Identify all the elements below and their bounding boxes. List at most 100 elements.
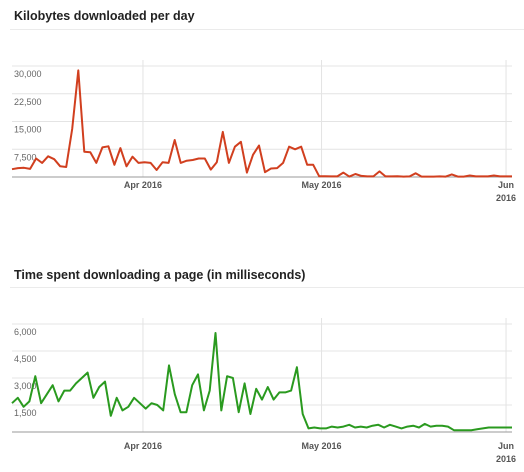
data-point xyxy=(47,155,49,157)
data-point xyxy=(41,162,43,164)
data-point xyxy=(204,158,206,160)
data-point xyxy=(267,386,269,388)
chart-2-divider xyxy=(10,287,524,288)
data-point xyxy=(453,429,455,431)
data-point xyxy=(391,175,393,177)
data-point xyxy=(481,175,483,177)
data-point xyxy=(150,162,152,164)
data-point xyxy=(377,424,379,426)
data-point xyxy=(127,406,129,408)
data-point xyxy=(294,148,296,150)
data-point xyxy=(360,426,362,428)
data-point xyxy=(415,172,417,174)
data-point xyxy=(168,364,170,366)
data-point xyxy=(238,411,240,413)
data-point xyxy=(180,162,182,164)
data-point xyxy=(101,146,103,148)
data-point xyxy=(58,400,60,402)
data-point xyxy=(216,161,218,163)
data-point xyxy=(325,427,327,429)
data-point xyxy=(336,175,338,177)
data-point xyxy=(403,176,405,178)
data-point xyxy=(433,176,435,178)
x-tick-label: Apr 2016 xyxy=(124,180,162,190)
x-tick-label: Apr 2016 xyxy=(124,441,162,451)
data-point xyxy=(17,397,19,399)
data-point xyxy=(249,413,251,415)
data-point xyxy=(107,145,109,147)
data-point xyxy=(427,176,429,178)
data-point xyxy=(139,402,141,404)
data-point xyxy=(125,165,127,167)
data-point xyxy=(214,332,216,334)
data-point xyxy=(87,372,89,374)
data-point xyxy=(203,409,205,411)
data-point xyxy=(482,427,484,429)
data-point xyxy=(354,173,356,175)
data-point xyxy=(185,411,187,413)
data-point xyxy=(98,386,100,388)
data-point xyxy=(232,377,234,379)
data-point xyxy=(331,426,333,428)
data-point xyxy=(487,175,489,177)
data-point xyxy=(255,388,257,390)
data-point xyxy=(210,169,212,171)
data-point xyxy=(244,382,246,384)
data-point xyxy=(371,425,373,427)
data-point xyxy=(174,139,176,141)
data-point xyxy=(174,393,176,395)
data-point xyxy=(406,426,408,428)
data-point xyxy=(145,408,147,410)
data-point xyxy=(138,162,140,164)
x-tick-label: May 2016 xyxy=(302,441,342,451)
data-point xyxy=(191,384,193,386)
data-point xyxy=(83,151,85,153)
data-point xyxy=(312,164,314,166)
data-point xyxy=(180,411,182,413)
series-line xyxy=(11,69,512,178)
data-point xyxy=(28,400,30,402)
data-point xyxy=(156,404,158,406)
data-point xyxy=(17,167,19,169)
data-point xyxy=(92,397,94,399)
data-point xyxy=(463,176,465,178)
data-point xyxy=(29,168,31,170)
data-point xyxy=(121,409,123,411)
chart-1-title: Kilobytes downloaded per day xyxy=(14,9,195,23)
data-point xyxy=(435,425,437,427)
data-point xyxy=(151,402,153,404)
data-point xyxy=(104,381,106,383)
data-point xyxy=(11,402,13,404)
data-point xyxy=(168,162,170,164)
data-point xyxy=(389,424,391,426)
data-point xyxy=(52,384,54,386)
y-tick-label: 15,000 xyxy=(14,125,42,135)
data-point xyxy=(342,172,344,174)
data-point xyxy=(89,151,91,153)
data-point xyxy=(384,175,386,177)
data-point xyxy=(53,158,55,160)
data-point xyxy=(395,426,397,428)
y-tick-label: 1,500 xyxy=(14,408,37,418)
data-point xyxy=(469,175,471,177)
data-point xyxy=(162,409,164,411)
y-tick-label: 22,500 xyxy=(14,97,42,107)
data-point xyxy=(261,399,263,401)
data-point xyxy=(451,173,453,175)
data-point xyxy=(488,427,490,429)
data-point xyxy=(412,425,414,427)
y-tick-label: 6,000 xyxy=(14,327,37,337)
data-point xyxy=(409,175,411,177)
data-point xyxy=(494,427,496,429)
x-tick-label: May 2016 xyxy=(302,180,342,190)
data-point xyxy=(258,145,260,147)
data-point xyxy=(383,427,385,429)
data-point xyxy=(77,69,79,71)
chart-1-divider xyxy=(10,29,524,30)
data-point xyxy=(270,167,272,169)
data-point xyxy=(156,169,158,171)
data-point xyxy=(246,172,248,174)
data-point xyxy=(197,373,199,375)
data-point xyxy=(313,427,315,429)
data-point xyxy=(81,377,83,379)
